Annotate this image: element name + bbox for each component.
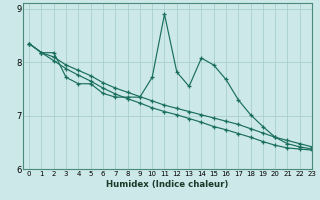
X-axis label: Humidex (Indice chaleur): Humidex (Indice chaleur): [106, 180, 229, 189]
